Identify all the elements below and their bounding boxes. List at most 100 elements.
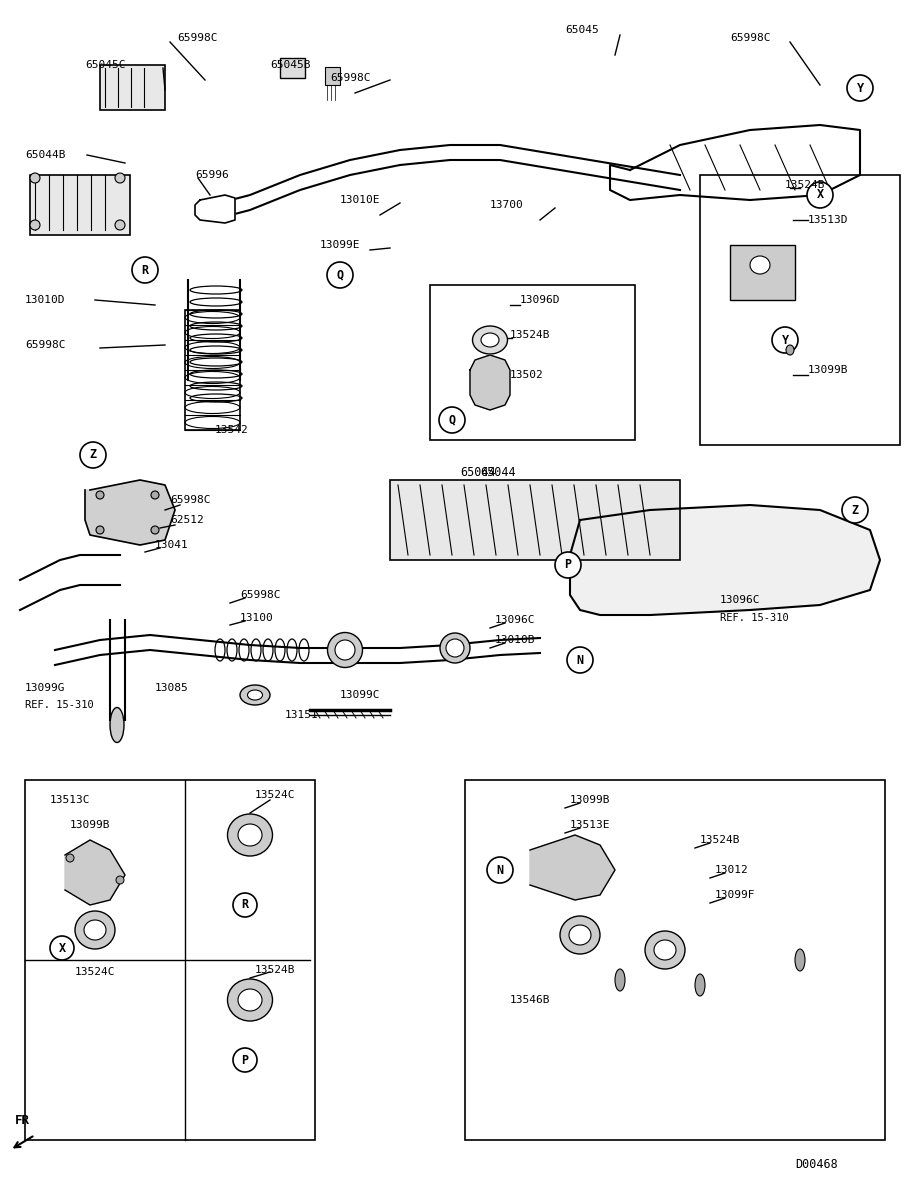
Text: FR: FR	[15, 1113, 30, 1126]
Ellipse shape	[240, 685, 270, 705]
Text: REF. 15-310: REF. 15-310	[720, 612, 789, 623]
Circle shape	[115, 173, 125, 183]
Bar	[700, 174, 900, 445]
Circle shape	[30, 220, 40, 230]
Text: 13012: 13012	[715, 865, 749, 875]
Text: Z: Z	[852, 503, 859, 516]
Ellipse shape	[227, 814, 273, 856]
Text: 13010E: 13010E	[340, 195, 381, 205]
Ellipse shape	[569, 925, 591, 945]
Ellipse shape	[473, 326, 507, 354]
Text: Q: Q	[336, 268, 344, 281]
Ellipse shape	[615, 969, 625, 991]
Polygon shape	[85, 480, 175, 545]
Text: REF. 15-310: REF. 15-310	[25, 700, 94, 710]
Circle shape	[847, 75, 873, 101]
Circle shape	[439, 407, 465, 433]
Circle shape	[66, 853, 74, 862]
Text: 13542: 13542	[215, 425, 249, 434]
Text: 13096C: 13096C	[720, 595, 761, 605]
Text: 65998C: 65998C	[170, 495, 211, 504]
Bar	[730, 245, 795, 300]
Circle shape	[233, 893, 257, 918]
Text: 13099B: 13099B	[808, 364, 848, 375]
Circle shape	[233, 1048, 257, 1072]
Polygon shape	[195, 195, 235, 223]
Text: 13099B: 13099B	[570, 795, 611, 805]
Circle shape	[807, 182, 833, 208]
Text: Z: Z	[89, 449, 96, 462]
Text: 65045: 65045	[565, 25, 599, 34]
Ellipse shape	[247, 690, 263, 700]
Ellipse shape	[750, 256, 770, 274]
Text: 13010D: 13010D	[25, 296, 65, 305]
Text: 13524C: 13524C	[255, 791, 295, 800]
Ellipse shape	[75, 910, 115, 948]
Circle shape	[80, 442, 106, 468]
Polygon shape	[65, 840, 125, 904]
Text: 62512: 62512	[170, 515, 204, 525]
Text: 13085: 13085	[155, 683, 189, 693]
Text: 13524C: 13524C	[75, 967, 115, 977]
Circle shape	[96, 526, 104, 534]
Ellipse shape	[84, 920, 106, 940]
Text: 13099F: 13099F	[715, 890, 755, 900]
Text: 65998C: 65998C	[177, 33, 217, 43]
Ellipse shape	[795, 948, 805, 971]
Circle shape	[327, 262, 353, 288]
Ellipse shape	[740, 248, 780, 283]
Text: 65998C: 65998C	[330, 72, 371, 83]
Circle shape	[487, 857, 513, 883]
Circle shape	[96, 491, 104, 499]
Text: 65044: 65044	[480, 465, 515, 478]
Text: X: X	[816, 189, 824, 202]
Ellipse shape	[654, 940, 676, 960]
Circle shape	[132, 258, 158, 283]
Bar	[390, 480, 680, 560]
Text: R: R	[242, 899, 248, 912]
Circle shape	[116, 876, 124, 884]
Polygon shape	[530, 834, 615, 900]
Ellipse shape	[238, 824, 262, 846]
Text: Y: Y	[782, 334, 789, 347]
Text: 65998C: 65998C	[240, 590, 281, 599]
Text: 13041: 13041	[155, 540, 189, 550]
Polygon shape	[470, 355, 510, 410]
Text: 13524B: 13524B	[785, 180, 825, 190]
Ellipse shape	[440, 633, 470, 664]
Ellipse shape	[110, 707, 124, 743]
Circle shape	[151, 491, 159, 499]
Text: 13100: 13100	[240, 612, 274, 623]
Text: D00468: D00468	[795, 1159, 838, 1172]
Polygon shape	[570, 504, 880, 615]
Bar	[325, 66, 340, 85]
Ellipse shape	[560, 916, 600, 954]
Text: 13513D: 13513D	[808, 215, 848, 226]
Text: 13099B: 13099B	[70, 820, 111, 830]
Bar	[30, 174, 130, 235]
Ellipse shape	[786, 345, 794, 355]
Circle shape	[30, 173, 40, 183]
Ellipse shape	[645, 931, 685, 969]
Text: P: P	[242, 1054, 248, 1066]
Text: 13502: 13502	[510, 370, 544, 380]
Text: 65045C: 65045C	[85, 61, 125, 70]
Circle shape	[772, 326, 798, 353]
Ellipse shape	[227, 979, 273, 1021]
Text: 13513C: 13513C	[50, 795, 91, 805]
Text: 65044: 65044	[460, 465, 495, 478]
Text: 65998C: 65998C	[730, 33, 771, 43]
Bar	[465, 780, 885, 1140]
Text: 13524B: 13524B	[510, 330, 551, 339]
Text: 13524B: 13524B	[255, 965, 295, 975]
Text: N: N	[496, 863, 504, 876]
Text: 65045B: 65045B	[270, 61, 311, 70]
Circle shape	[567, 647, 593, 673]
Bar	[100, 65, 165, 110]
Ellipse shape	[327, 633, 363, 667]
Bar	[25, 780, 315, 1140]
Text: 13099E: 13099E	[320, 240, 361, 250]
Ellipse shape	[695, 975, 705, 996]
Text: P: P	[564, 559, 572, 571]
Text: 13096D: 13096D	[520, 296, 561, 305]
